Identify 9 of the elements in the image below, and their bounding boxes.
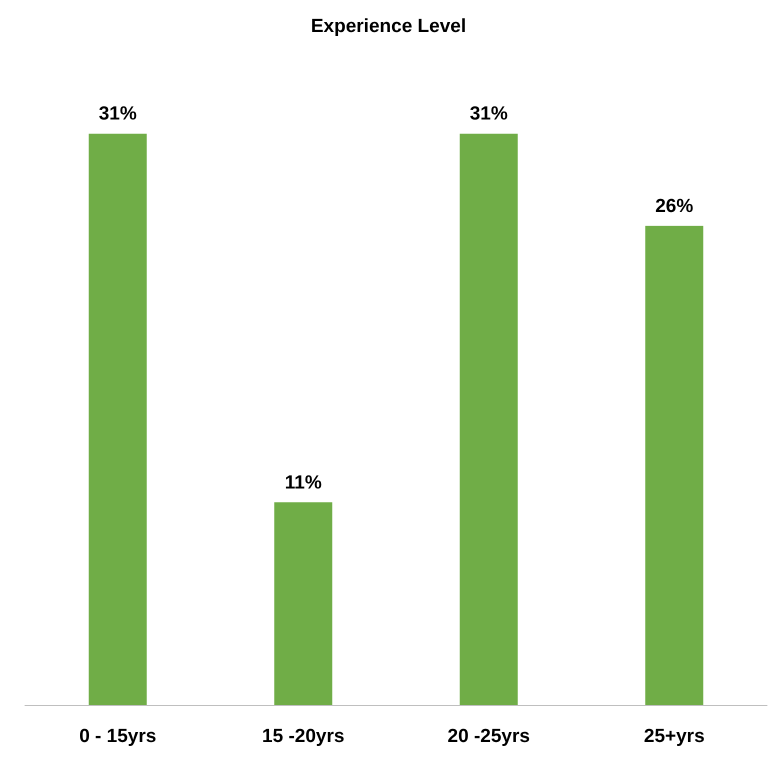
x-tick-label: 20 -25yrs [448,726,530,747]
data-label: 31% [98,104,137,125]
chart-title: Experience Level [310,16,466,37]
data-label: 31% [470,104,508,125]
x-tick-label: 0 - 15yrs [79,726,156,747]
data-label: 26% [655,196,694,217]
x-tick-label: 25+yrs [644,726,705,747]
data-label: 11% [284,472,322,494]
x-tick-label: 15 -20yrs [262,726,344,747]
